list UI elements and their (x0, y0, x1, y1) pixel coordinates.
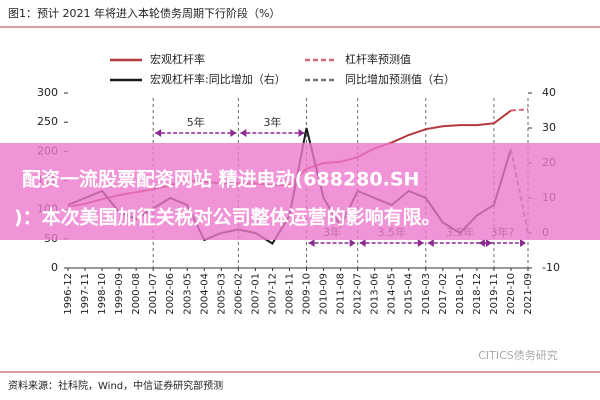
x-tick-label: 2007-12 (267, 273, 278, 315)
y2-tick-label: -10 (542, 261, 560, 274)
x-tick-label: 2020-10 (506, 273, 517, 315)
x-tick-label: 2002-06 (165, 273, 176, 315)
x-tick-label: 1996-12 (63, 273, 74, 315)
y-tick-label: 0 (51, 261, 58, 274)
y2-tick-label: 40 (542, 86, 556, 99)
legend-label: 宏观杠杆率 (150, 52, 205, 66)
x-tick-label: 2014-05 (387, 273, 398, 315)
x-tick-label: 1999-09 (114, 273, 125, 315)
x-tick-label: 2000-08 (131, 273, 142, 315)
x-tick-label: 2019-11 (489, 273, 500, 315)
y2-tick-label: 30 (542, 121, 556, 134)
x-tick-label: 2007-01 (250, 273, 261, 315)
annotation: 3年 (263, 115, 281, 129)
x-tick-label: 1997-11 (80, 273, 91, 315)
overlay-text: 配资一流股票配资网站 精进电动(688280.SH (22, 168, 419, 191)
x-tick-label: 2012-07 (353, 273, 364, 315)
x-tick-label: 2018-12 (472, 273, 483, 315)
legend-label: 同比增加预测值（右） (345, 72, 455, 86)
overlay-banner (0, 143, 600, 240)
x-tick-label: 1998-10 (97, 273, 108, 315)
x-tick-label: 2015-04 (404, 273, 415, 315)
overlay-text: )：本次美国加征关税对公司整体运营的影响有限。 (14, 206, 441, 229)
chart-title: 图1：预计 2021 年将进入本轮债务周期下行阶段（%） (8, 6, 280, 20)
x-tick-label: 2017-02 (438, 273, 449, 315)
legend-label: 宏观杠杆率:同比增加（右） (150, 72, 286, 86)
x-tick-label: 2003-05 (182, 273, 193, 315)
x-tick-label: 2006-02 (233, 273, 244, 315)
y-tick-label: 250 (37, 115, 58, 128)
x-tick-label: 2008-11 (284, 273, 295, 315)
x-tick-label: 2011-08 (336, 273, 347, 315)
source: 资料来源：社科院，Wind，中信证券研究部预测 (8, 379, 223, 392)
x-tick-label: 2009-10 (302, 273, 313, 315)
x-tick-label: 2016-03 (421, 273, 432, 315)
watermark: CITICS债务研究 (478, 348, 558, 362)
x-tick-label: 2005-03 (216, 273, 227, 315)
x-tick-label: 2018-01 (455, 273, 466, 315)
x-tick-label: 2010-09 (319, 273, 330, 315)
y-tick-label: 300 (37, 86, 58, 99)
legend-label: 杠杆率预测值 (345, 52, 411, 66)
annotation: 5年 (187, 115, 205, 129)
x-tick-label: 2013-06 (370, 273, 381, 315)
x-tick-label: 2004-04 (199, 273, 210, 315)
series-line (510, 108, 529, 112)
x-tick-label: 2001-07 (148, 273, 159, 315)
x-tick-label: 2021-09 (523, 273, 534, 315)
